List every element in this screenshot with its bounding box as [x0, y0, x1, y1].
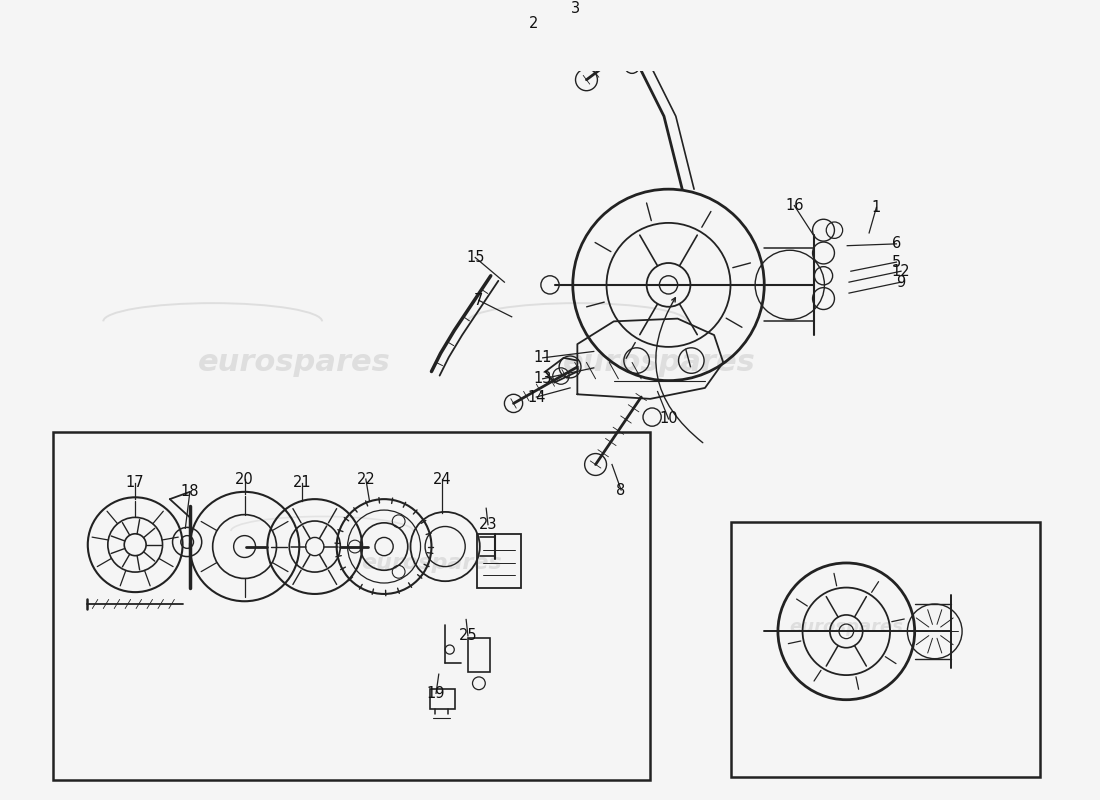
- Text: 14: 14: [527, 390, 546, 405]
- Text: 7: 7: [474, 293, 484, 308]
- Text: 17: 17: [125, 475, 144, 490]
- Text: 22: 22: [356, 471, 375, 486]
- Bar: [468, 638, 490, 672]
- Text: 20: 20: [235, 471, 254, 486]
- Text: 6: 6: [892, 236, 901, 251]
- FancyArrowPatch shape: [656, 298, 703, 442]
- Text: 2: 2: [529, 16, 538, 30]
- Text: eurospares: eurospares: [361, 553, 502, 573]
- Text: eurospares: eurospares: [790, 618, 903, 636]
- Text: 8: 8: [616, 482, 626, 498]
- Text: 21: 21: [293, 475, 311, 490]
- Text: 19: 19: [427, 686, 446, 701]
- Bar: [477, 534, 520, 589]
- Text: 3: 3: [571, 1, 580, 16]
- Text: eurospares: eurospares: [563, 348, 756, 377]
- Bar: [53, 432, 650, 780]
- Text: 5: 5: [892, 254, 901, 270]
- Text: 11: 11: [534, 350, 552, 366]
- Text: 25: 25: [459, 628, 477, 643]
- Text: 4: 4: [613, 0, 623, 3]
- Text: 15: 15: [466, 250, 484, 265]
- Text: 13: 13: [534, 371, 552, 386]
- Text: eurospares: eurospares: [198, 348, 392, 377]
- Text: 12: 12: [892, 264, 911, 278]
- Text: 1: 1: [872, 200, 881, 215]
- Bar: [430, 689, 455, 709]
- Text: 18: 18: [180, 484, 199, 499]
- Text: 10: 10: [659, 411, 678, 426]
- Bar: [730, 522, 1041, 778]
- Text: 9: 9: [896, 274, 905, 290]
- Text: 23: 23: [478, 517, 497, 532]
- Text: 24: 24: [433, 471, 452, 486]
- Text: 16: 16: [785, 198, 804, 213]
